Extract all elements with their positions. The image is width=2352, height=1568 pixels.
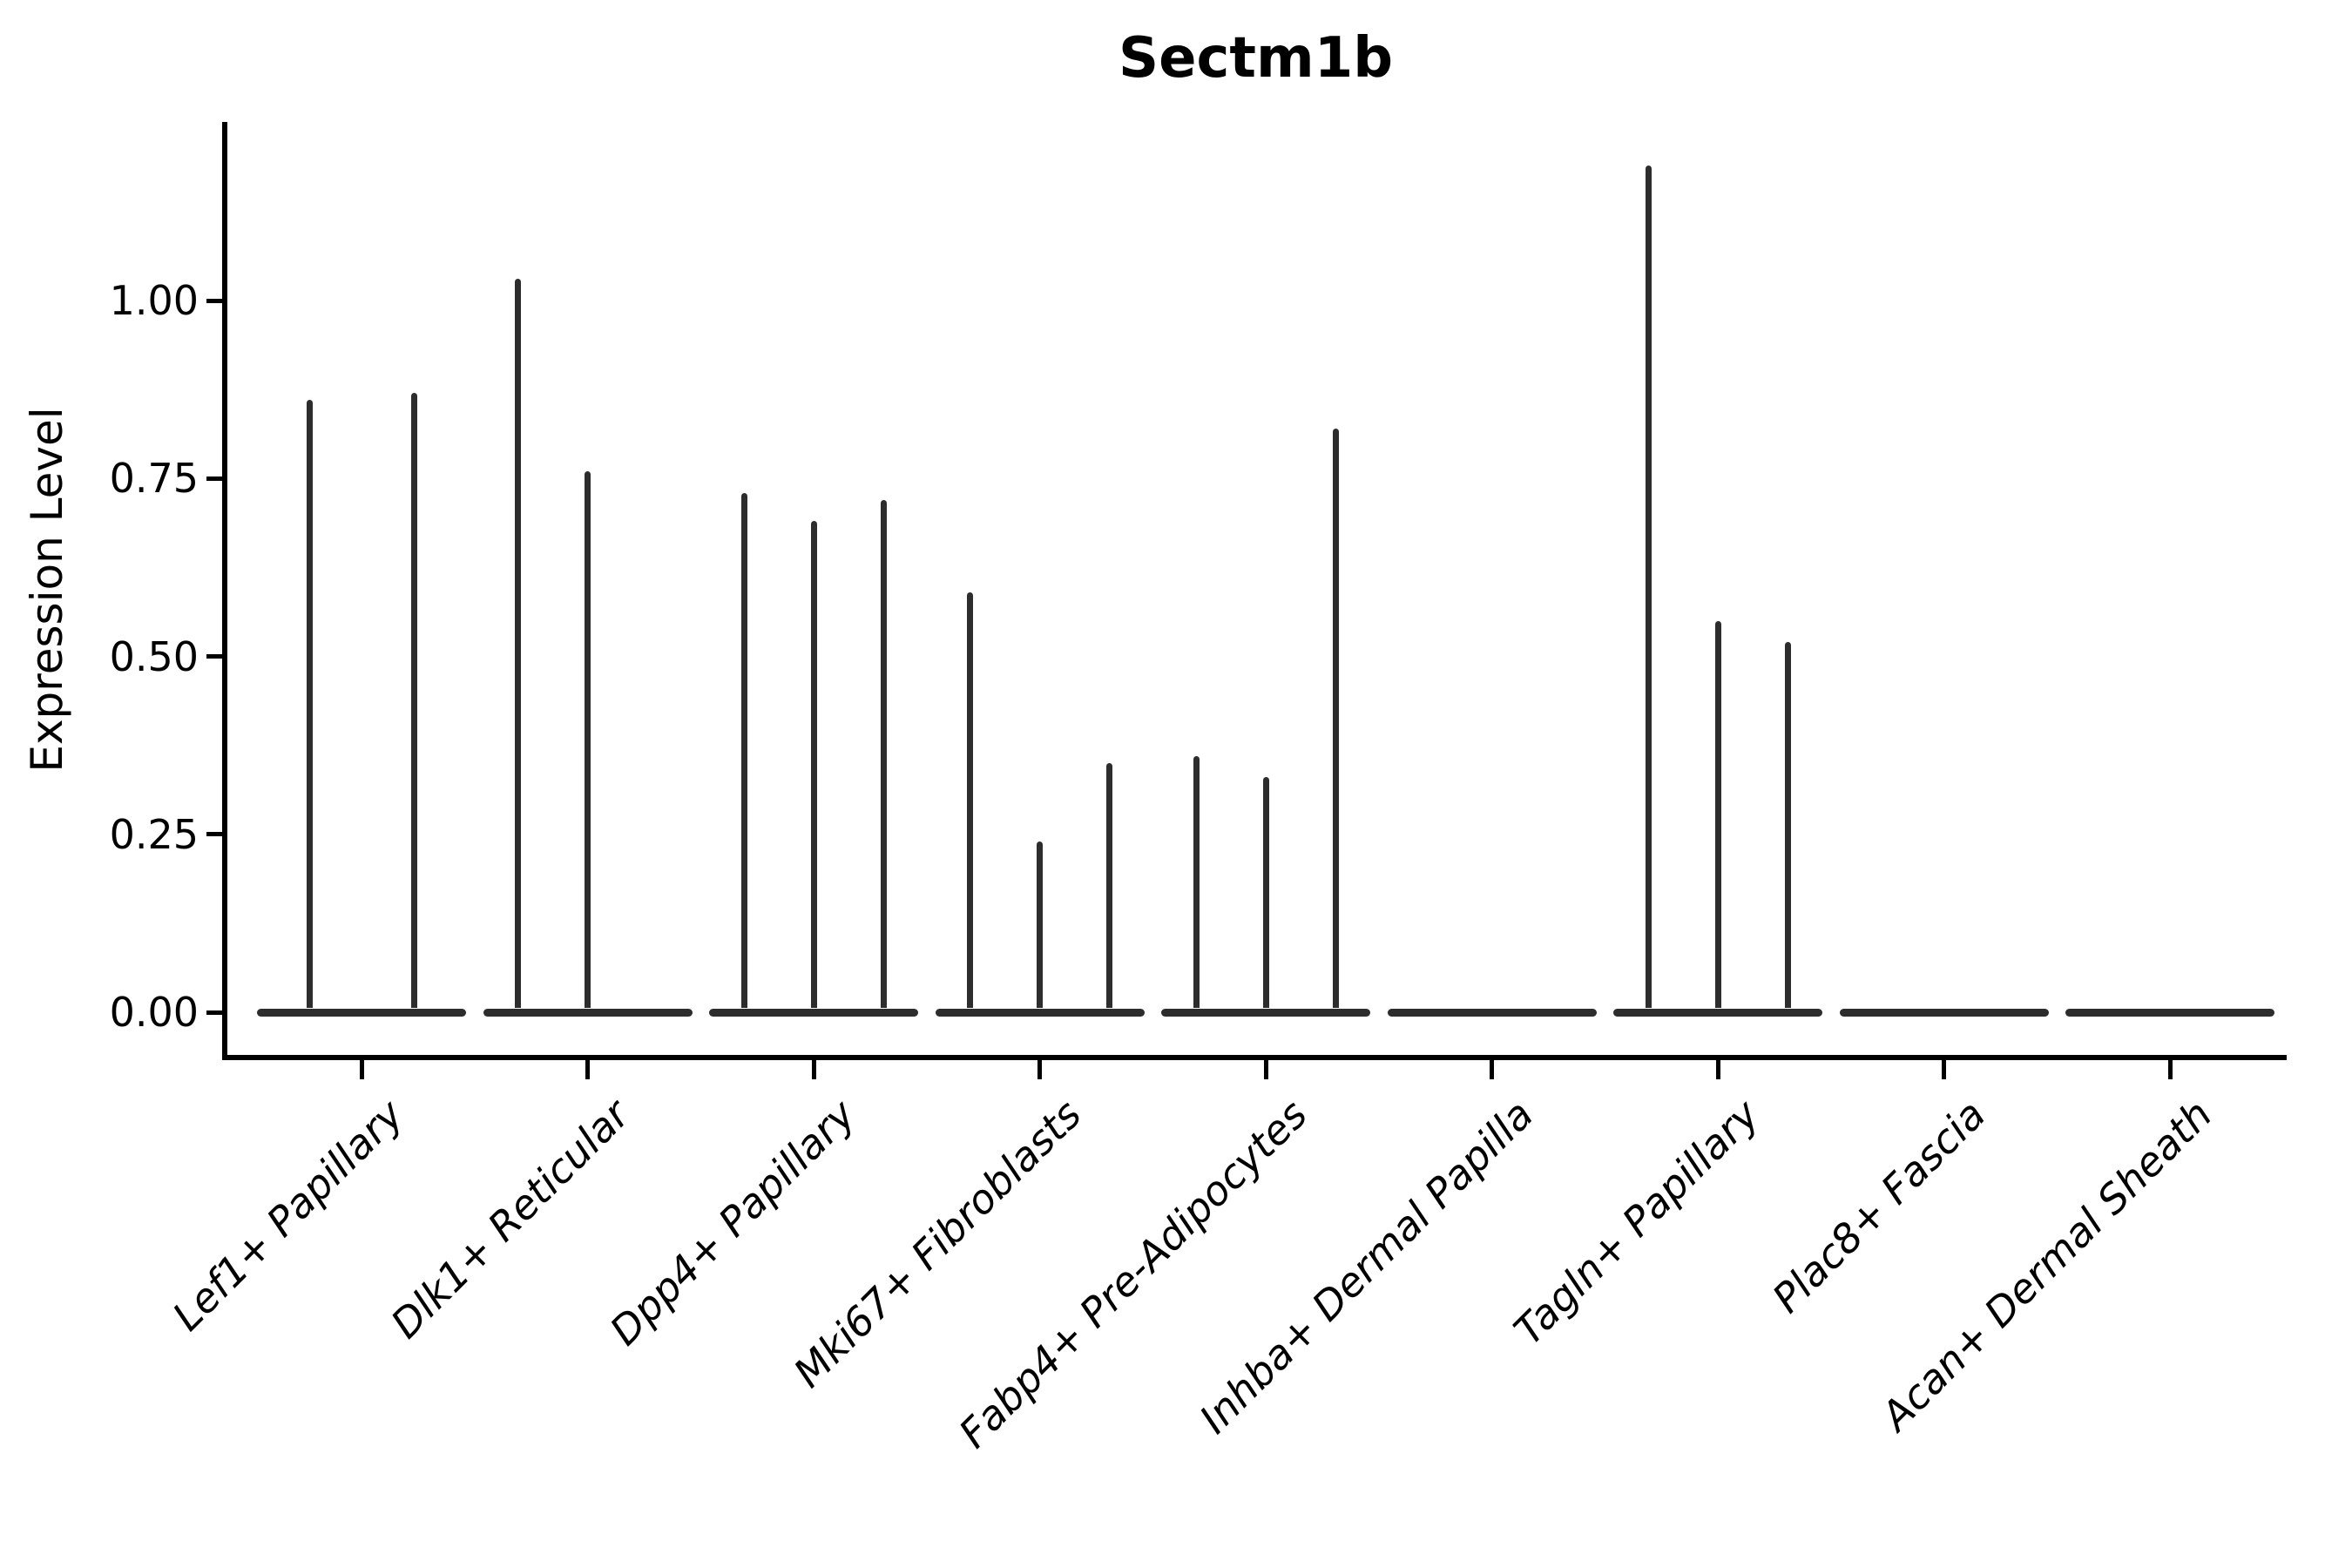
violin-spike: [515, 279, 521, 1009]
violin-base: [935, 1008, 1145, 1017]
violin-spike: [1193, 755, 1200, 1009]
violin-spike: [1106, 763, 1112, 1009]
y-tick: [206, 476, 224, 481]
violin-base: [483, 1008, 693, 1017]
chart-title: Sectm1b: [1118, 26, 1394, 91]
x-tick: [1037, 1060, 1042, 1079]
violin-spike: [1037, 841, 1043, 1009]
x-tick: [585, 1060, 590, 1079]
x-tick: [1942, 1060, 1946, 1079]
x-tick-label: Plac8+ Fascia: [1763, 1091, 1995, 1322]
y-tick-label: 0.00: [109, 989, 199, 1036]
x-tick: [1263, 1060, 1268, 1079]
x-axis-spine: [222, 1055, 2287, 1060]
violin-base: [1387, 1008, 1597, 1017]
violin-spike: [967, 591, 973, 1009]
violin-spike: [880, 499, 887, 1009]
violin-spike: [1332, 429, 1339, 1009]
y-tick-label: 0.75: [109, 455, 199, 503]
x-tick-label: Dpp4+ Papillary: [600, 1091, 865, 1355]
y-tick-label: 0.50: [109, 632, 199, 680]
y-tick-label: 0.25: [109, 810, 199, 858]
violin-spike: [1784, 642, 1791, 1009]
violin-base: [1161, 1008, 1370, 1017]
x-tick: [2167, 1060, 2173, 1079]
x-tick: [1715, 1060, 1720, 1079]
violin-base: [709, 1008, 918, 1017]
x-tick-label: Dlk1+ Reticular: [382, 1091, 639, 1348]
violin-base: [2065, 1008, 2274, 1017]
violin-base: [257, 1008, 466, 1017]
violin-spike: [810, 521, 817, 1009]
violin-spike: [1262, 777, 1269, 1009]
x-tick-label: Tagln+ Papillary: [1504, 1091, 1769, 1355]
violin-spike: [585, 471, 591, 1009]
y-tick-label: 1.00: [109, 277, 199, 324]
x-tick: [811, 1060, 816, 1079]
x-tick-label: Lef1+ Papillary: [163, 1091, 413, 1340]
y-tick: [206, 654, 224, 659]
y-tick: [206, 298, 224, 303]
y-tick: [206, 832, 224, 837]
violin-spike: [410, 393, 417, 1009]
x-tick: [359, 1060, 364, 1079]
violin-spike: [740, 492, 747, 1009]
violin-spike: [306, 400, 313, 1009]
violin-spike: [1714, 620, 1721, 1009]
y-tick: [206, 1010, 224, 1015]
y-axis-spine: [222, 122, 227, 1060]
violin-base: [1613, 1008, 1822, 1017]
violin-base: [1839, 1008, 2049, 1017]
violin-spike: [1645, 165, 1652, 1009]
x-tick: [1490, 1060, 1494, 1079]
